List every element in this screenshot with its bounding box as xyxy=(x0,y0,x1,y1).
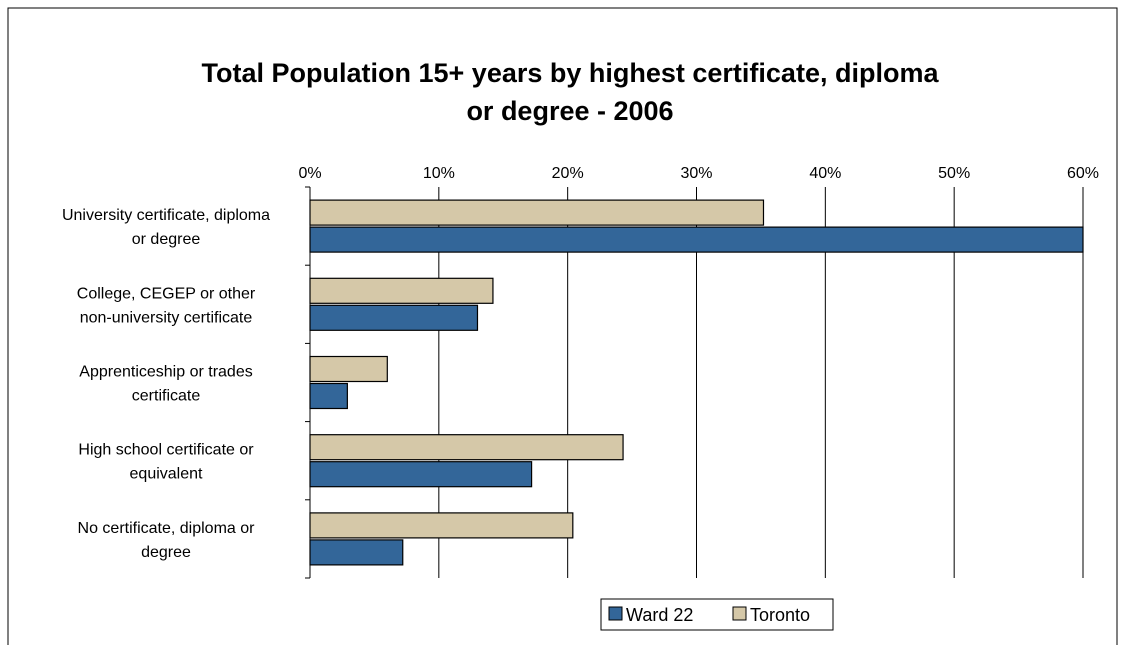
bar-ward-22 xyxy=(309,539,404,566)
bar-ward-22 xyxy=(309,304,479,331)
x-tick-label: 40% xyxy=(809,165,841,182)
legend-swatch-ward-22 xyxy=(608,606,623,621)
bar-ward-22 xyxy=(309,461,533,488)
category-label: No certificate, diploma or xyxy=(78,520,256,537)
category-label: non-university certificate xyxy=(80,309,253,326)
category-label: or degree xyxy=(132,231,201,248)
category-label: certificate xyxy=(132,388,201,405)
x-tick-label: 0% xyxy=(298,165,321,182)
bar-toronto xyxy=(309,512,574,539)
category-label: equivalent xyxy=(130,466,204,483)
x-tick-label: 20% xyxy=(552,165,584,182)
category-label: High school certificate or xyxy=(78,442,254,459)
chart-title-line-2: or degree - 2006 xyxy=(466,96,673,126)
x-tick-label: 30% xyxy=(680,165,712,182)
bar-toronto xyxy=(309,199,765,226)
bar-toronto xyxy=(309,434,624,461)
legend-box xyxy=(600,598,834,631)
category-label: University certificate, diploma xyxy=(62,207,270,224)
bars xyxy=(309,199,1084,566)
bar-ward-22 xyxy=(309,382,348,410)
x-tick-label: 10% xyxy=(423,165,455,182)
x-axis-tick-labels: 0% 10% 20% 30% 40% 50% 60% xyxy=(298,165,1099,182)
bar-toronto xyxy=(309,355,388,383)
chart-border xyxy=(7,7,1118,645)
category-label: degree xyxy=(141,544,191,561)
x-tick-label: 60% xyxy=(1067,165,1099,182)
legend-label-toronto: Toronto xyxy=(750,605,810,625)
legend: Ward 22 Toronto xyxy=(600,598,834,631)
y-axis xyxy=(305,186,311,579)
category-labels: University certificate, diploma or degree… xyxy=(62,207,270,561)
category-label: College, CEGEP or other xyxy=(77,285,256,302)
legend-label-ward-22: Ward 22 xyxy=(626,605,693,625)
bar-toronto xyxy=(309,277,494,304)
bar-ward-22 xyxy=(309,226,1084,253)
chart-title-line-1: Total Population 15+ years by highest ce… xyxy=(202,58,940,88)
x-tick-label: 50% xyxy=(938,165,970,182)
category-label: Apprenticeship or trades xyxy=(79,364,252,381)
legend-swatch-toronto xyxy=(732,606,747,621)
